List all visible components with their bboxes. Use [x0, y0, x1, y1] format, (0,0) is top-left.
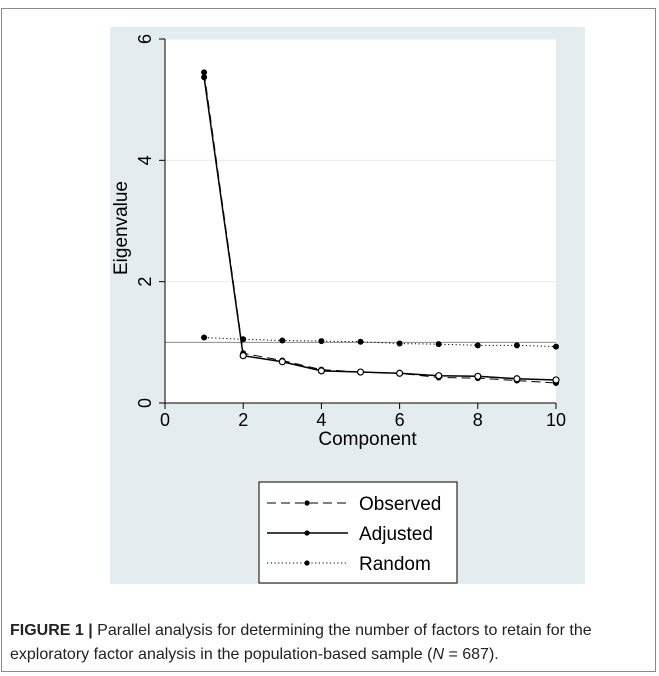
- legend-marker-random: [304, 560, 310, 566]
- series-line-random: [204, 336, 557, 348]
- figure-caption: FIGURE 1 | Parallel analysis for determi…: [10, 619, 655, 667]
- y-axis-title: Eigenvalue: [111, 181, 132, 275]
- x-tick-label: 8: [473, 410, 483, 430]
- data-point-random: [318, 338, 325, 345]
- data-point-observed: [201, 69, 208, 76]
- data-point-random: [240, 336, 247, 343]
- data-point-adjusted: [239, 352, 247, 360]
- legend-label-adjusted: Adjusted: [359, 524, 433, 545]
- x-tick-label: 6: [395, 410, 405, 430]
- data-point-random: [279, 337, 286, 344]
- legend-marker-observed: [304, 500, 310, 506]
- data-point-adjusted: [317, 367, 325, 375]
- x-axis-title: Component: [318, 429, 417, 450]
- data-point-random: [552, 343, 559, 350]
- data-point-adjusted: [474, 372, 482, 380]
- y-tick-label: 2: [135, 277, 155, 287]
- data-point-random: [396, 340, 403, 347]
- x-tick-label: 2: [238, 410, 248, 430]
- data-point-adjusted: [435, 372, 443, 380]
- y-tick-label: 6: [135, 34, 155, 44]
- data-point-adjusted: [396, 369, 404, 377]
- data-point-random: [474, 342, 481, 349]
- data-point-random: [357, 338, 364, 345]
- caption-text-1: Parallel analysis for determining the nu…: [10, 622, 592, 663]
- legend-label-observed: Observed: [359, 494, 441, 515]
- y-tick-label: 4: [135, 155, 155, 165]
- data-point-random: [201, 334, 208, 341]
- data-point-adjusted: [356, 368, 365, 376]
- data-point-adjusted: [278, 358, 286, 366]
- parallel-analysis-chart: 0 2 4 6 0 2 4 6 8 10 Component Eigenvalue Observed Ad…: [111, 34, 566, 584]
- series-line-adjusted: [203, 77, 557, 381]
- caption-n-symbol: N: [432, 646, 445, 663]
- figure-label: FIGURE 1 |: [10, 622, 93, 639]
- caption-text-2: = 687).: [444, 646, 499, 663]
- y-tick-label: 0: [135, 398, 155, 408]
- figure-frame: [1, 8, 656, 672]
- data-point-random: [513, 342, 520, 349]
- x-tick-label: 4: [316, 410, 326, 430]
- data-point-random: [435, 341, 442, 348]
- data-point-adjusted: [552, 376, 560, 384]
- data-point-adjusted: [513, 375, 521, 383]
- x-tick-label: 10: [546, 410, 566, 430]
- x-tick-label: 0: [160, 410, 170, 430]
- legend-marker-adjusted: [304, 530, 310, 536]
- legend-label-random: Random: [359, 554, 431, 575]
- data-point-adjusted: [201, 74, 208, 81]
